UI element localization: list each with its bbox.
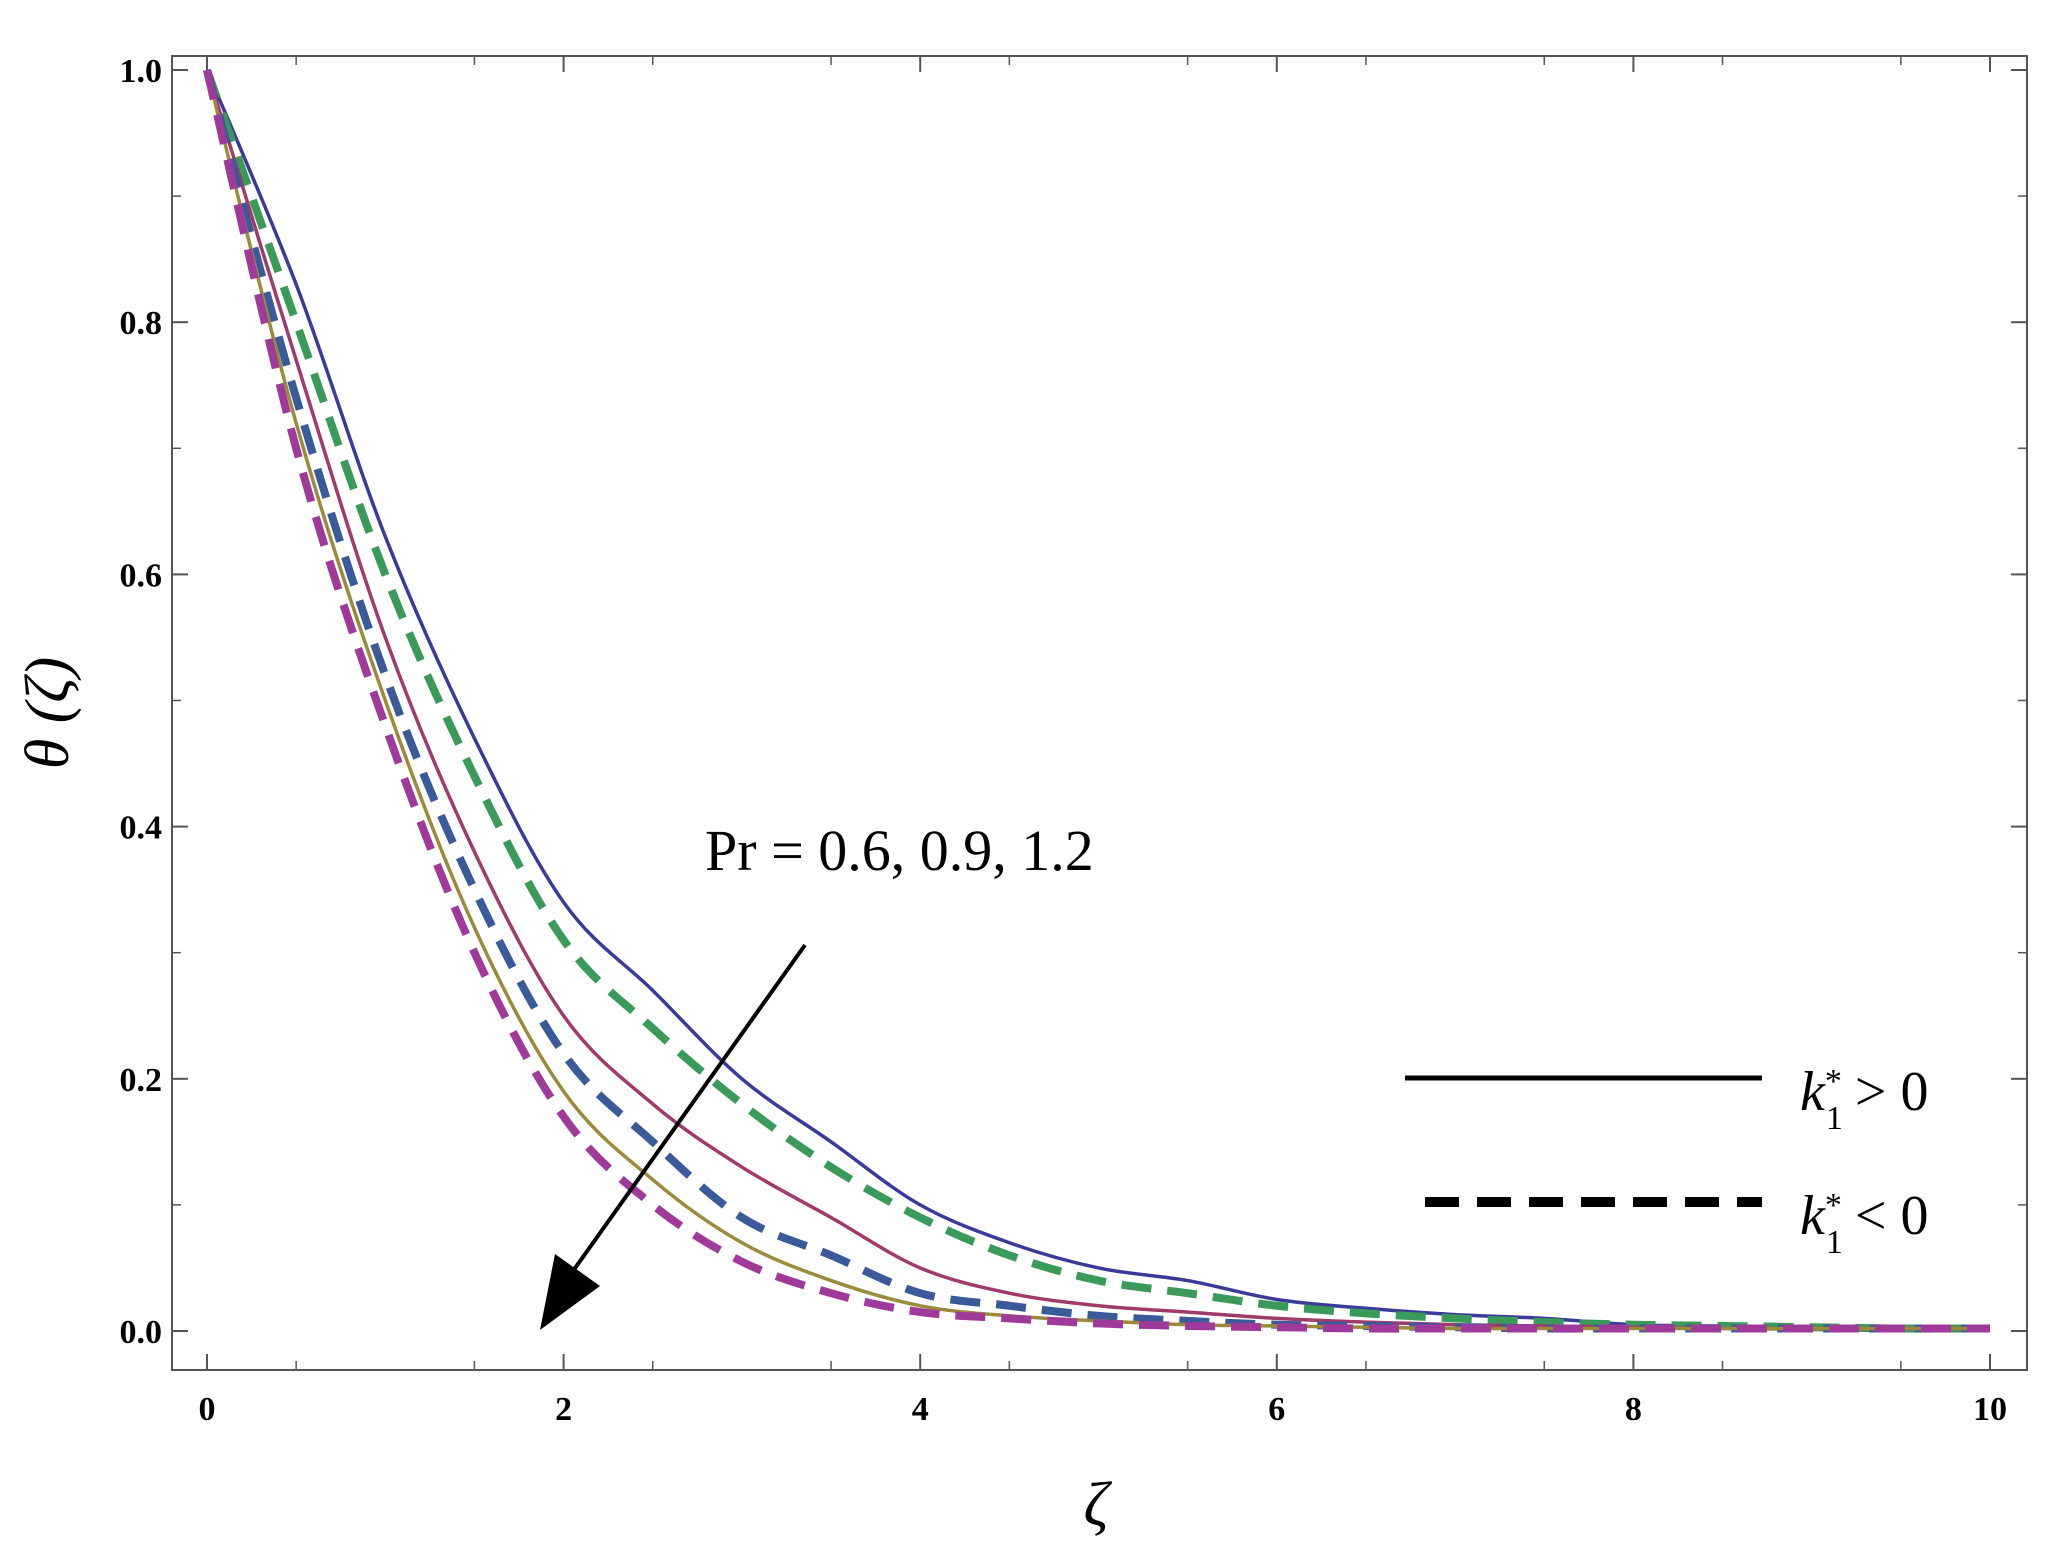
series-line-4-dashed	[203, 68, 1990, 1333]
x-tick-label: 4	[912, 1391, 929, 1428]
y-tick-label: 0.6	[120, 557, 163, 594]
series-line-1-solid	[205, 69, 1991, 1331]
legend: k* 1 > 0 k* 1 < 0	[1405, 1061, 1928, 1261]
x-axis-ticks: 0 2 4 6 8 10	[199, 56, 2007, 1428]
x-tick-label: 10	[1973, 1391, 2007, 1428]
y-axis-title: θ (ζ)	[14, 657, 82, 769]
series-line-6-dashed	[203, 69, 1990, 1333]
pr-annotation: Pr = 0.6, 0.9, 1.2	[705, 818, 1094, 883]
legend-dashed-label: k* 1 < 0	[1800, 1185, 1928, 1261]
y-tick-label: 0.2	[120, 1062, 163, 1099]
y-tick-label: 0.4	[120, 810, 163, 847]
series-layer	[203, 68, 1991, 1333]
series-line-3-solid	[205, 69, 1990, 1331]
x-axis-title: ζ	[1083, 1471, 1112, 1539]
x-tick-label: 6	[1268, 1391, 1285, 1428]
series-line-2-dashed	[203, 68, 1991, 1333]
pr-arrow	[540, 943, 807, 1330]
legend-solid-label: k* 1 > 0	[1800, 1061, 1928, 1137]
series-line-5-solid	[205, 69, 1990, 1331]
y-tick-label: 0.0	[120, 1314, 163, 1351]
y-axis-ticks: 0.0 0.2 0.4 0.6 0.8 1.0	[120, 53, 2027, 1351]
y-tick-label: 1.0	[120, 53, 163, 90]
x-tick-label: 2	[555, 1391, 572, 1428]
x-tick-label: 0	[199, 1391, 216, 1428]
x-tick-label: 8	[1625, 1391, 1642, 1428]
plot-frame	[171, 55, 2028, 1371]
y-tick-label: 0.8	[120, 305, 163, 342]
